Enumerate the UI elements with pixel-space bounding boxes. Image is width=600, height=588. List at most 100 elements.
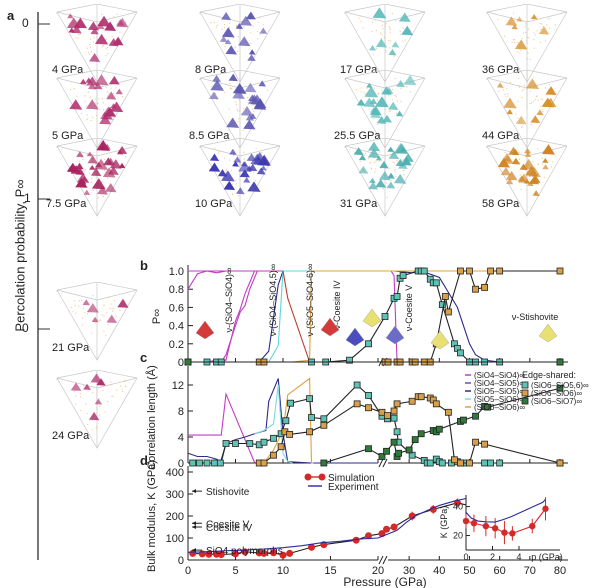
x-tick-label: 50 [463, 565, 475, 577]
snapshot-pressure-label: 24 GPa [52, 430, 90, 442]
polyhedron-shape [388, 48, 397, 56]
snapshot-pressure-label: 7.5 GPa [46, 198, 87, 210]
y-axis-label: Correlation length (Å) [145, 365, 158, 470]
data-point [457, 349, 464, 357]
data-point [216, 459, 224, 467]
snapshot-pressure-label: 31 GPa [340, 198, 378, 210]
snapshot-cube [56, 4, 138, 83]
inset-y-tick-label: 20 [453, 531, 463, 541]
polyhedron-shape [376, 116, 387, 124]
series-line [263, 377, 314, 464]
y-tick-label: 300 [166, 489, 184, 501]
polyhedron-shape [388, 150, 400, 160]
snapshot-cube [486, 4, 568, 83]
legend-marker [304, 473, 312, 481]
polyhedron-shape [87, 21, 99, 31]
polyhedron-shape [260, 165, 267, 171]
polyhedron-icon [430, 330, 450, 350]
polyhedron-shape [375, 179, 387, 188]
reference-label: Stishovite [206, 487, 250, 498]
data-point [320, 459, 328, 467]
data-point [277, 443, 285, 451]
polyhedron-shape [393, 173, 407, 184]
polyhedron-shape [221, 27, 235, 38]
inset-series-line [465, 498, 546, 523]
polyhedron-shape [209, 153, 220, 161]
polyhedron-shape [83, 189, 91, 195]
polyhedron-icon [385, 325, 405, 345]
polyhedron-shape [375, 155, 383, 161]
snapshot-cube [344, 70, 426, 149]
polyhedron-shape [530, 174, 541, 183]
polyhedron-shape [110, 103, 117, 109]
reference-label: SiO4 polymorphs [206, 546, 283, 557]
polyhedron-shape [356, 98, 366, 106]
polyhedron-shape [395, 110, 404, 117]
polyhedron-shape [245, 113, 255, 121]
data-point [286, 430, 294, 438]
polyhedron-shape [89, 53, 101, 62]
x-tick-label: 40 [433, 565, 445, 577]
inset-data-point [491, 525, 499, 532]
snapshot-pressure-label: 10 GPa [195, 198, 233, 210]
polyhedron-shape [88, 411, 100, 421]
polyhedron-shape [208, 162, 221, 172]
polyhedron-shape [89, 164, 96, 170]
data-point [383, 447, 390, 455]
polyhedron-shape [94, 74, 109, 86]
polyhedron-shape [387, 172, 395, 179]
y-tick-label: 0 [178, 555, 184, 567]
polyhedron-shape [109, 159, 122, 169]
axis-break-mark [382, 555, 388, 565]
polyhedron-shape [85, 99, 99, 110]
x-axis-label: Pressure (GPa) [343, 575, 426, 588]
legend-label: Simulation [328, 473, 375, 484]
y-tick-label: 0 [178, 458, 184, 470]
legend-label: (SiO6–SiO6)∞ [474, 403, 525, 412]
polyhedron-shape [219, 35, 228, 43]
polyhedron-shape [71, 25, 82, 34]
polyhedron-shape [541, 144, 556, 155]
data-point [232, 440, 239, 447]
polyhedron-shape [225, 45, 237, 55]
y-tick-label: 12 [172, 380, 184, 392]
polyhedron-shape [496, 82, 504, 88]
legend-label: (SiO6–SiO5,6)∞ [531, 381, 589, 390]
polyhedron-shape [505, 170, 518, 181]
polyhedron-icon [320, 317, 340, 337]
polyhedron-shape [530, 14, 538, 20]
series-line [187, 378, 378, 464]
polyhedron-shape [76, 151, 84, 158]
polyhedron-shape [368, 141, 381, 152]
polyhedron-shape [91, 316, 99, 323]
data-point [279, 551, 287, 559]
snapshot-pressure-label: 36 GPa [482, 64, 520, 76]
data-point [395, 449, 402, 457]
data-point [260, 459, 268, 467]
polyhedron-shape [530, 115, 541, 124]
legend-marker [521, 381, 529, 389]
inset-x-tick-label: 4 [516, 552, 521, 562]
polyhedron-shape [532, 190, 540, 197]
snapshot-cube [56, 70, 138, 149]
polyhedron-shape [109, 101, 124, 113]
data-point [556, 459, 564, 467]
polyhedron-shape [388, 101, 399, 110]
snapshot-cube [56, 282, 138, 361]
y-tick-label: 0.6 [169, 302, 184, 314]
polyhedron-shape [511, 157, 521, 165]
data-point [432, 400, 440, 408]
polyhedron-icon [345, 327, 365, 347]
data-point [306, 395, 314, 403]
data-point [441, 293, 449, 300]
data-point [378, 453, 386, 460]
phase-annotation: ν-Coesite V [404, 285, 414, 332]
polyhedron-shape [118, 162, 126, 169]
snapshot-pressure-label: 44 GPa [482, 130, 520, 142]
data-point [487, 267, 495, 275]
data-point [320, 421, 328, 429]
phase-annotation: ν-(SiO4–SiO4)∞ [224, 268, 234, 333]
polyhedron-shape [515, 115, 527, 125]
polyhedron-icon [538, 323, 558, 343]
data-point [420, 267, 428, 275]
